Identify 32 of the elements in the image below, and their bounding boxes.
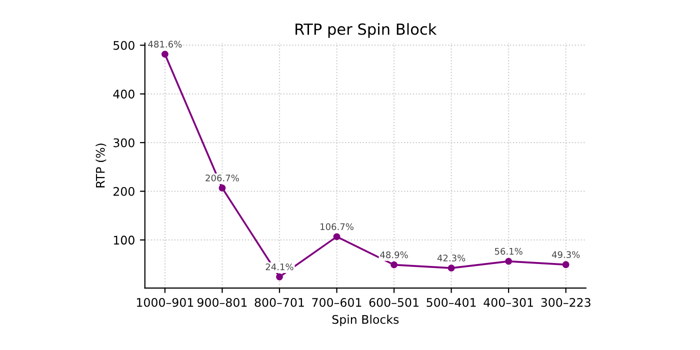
point <box>505 258 512 265</box>
data-label: 206.7% <box>206 174 239 182</box>
y-tick-label: 100 <box>114 236 134 245</box>
y-tick-label: 300 <box>114 138 134 148</box>
data-label: 24.1% <box>266 263 294 270</box>
x-tick-label: 1000–901 <box>137 298 194 307</box>
x-tick-label: 300–223 <box>541 298 590 307</box>
point <box>161 50 168 58</box>
point <box>448 264 455 272</box>
data-label: 48.9% <box>380 251 408 258</box>
data-label: 106.7% <box>320 223 354 230</box>
x-tick-label: 700–601 <box>312 298 362 307</box>
y-tick-label: 500 <box>114 40 134 50</box>
data-label: 481.6% <box>148 40 182 48</box>
y-tick-label: 400 <box>113 90 134 99</box>
x-tick-label: 800–701 <box>254 298 304 307</box>
data-label: 56.1% <box>494 248 522 255</box>
point <box>390 261 398 268</box>
data-label: 49.3% <box>552 251 580 258</box>
point <box>333 233 340 240</box>
point <box>218 184 226 192</box>
data-label: 42.3% <box>437 254 466 262</box>
y-tick-label: 200 <box>114 187 134 196</box>
x-tick-label: 600–501 <box>369 298 418 307</box>
x-tick-label: 500–401 <box>426 298 476 307</box>
x-tick-label: 400–301 <box>484 298 533 307</box>
point <box>562 261 570 268</box>
x-tick-label: 900–801 <box>197 298 247 307</box>
y-axis-title: RTP (%) <box>96 144 106 188</box>
point <box>276 273 283 280</box>
x-axis-title: Spin Blocks <box>332 314 399 326</box>
chart-title: RTP per Spin Block <box>296 23 437 38</box>
